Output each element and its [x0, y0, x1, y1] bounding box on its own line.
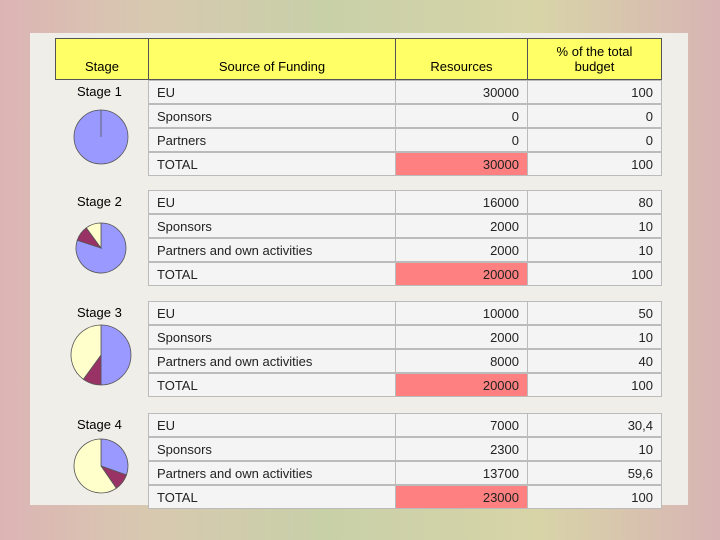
source-cell: EU — [148, 301, 396, 325]
source-cell: EU — [148, 80, 396, 104]
source-cell: Partners and own activities — [148, 349, 396, 373]
resources-cell: 20000 — [395, 373, 528, 397]
percent-cell: 100 — [527, 485, 662, 509]
header-resources: Resources — [395, 38, 528, 80]
source-cell: Sponsors — [148, 437, 396, 461]
resources-cell: 2000 — [395, 214, 528, 238]
percent-cell: 100 — [527, 80, 662, 104]
source-cell: TOTAL — [148, 373, 396, 397]
header-stage: Stage — [55, 38, 149, 80]
source-cell: TOTAL — [148, 262, 396, 286]
percent-cell: 10 — [527, 238, 662, 262]
percent-cell: 0 — [527, 128, 662, 152]
resources-cell: 23000 — [395, 485, 528, 509]
stage-label: Stage 4 — [77, 417, 122, 432]
resources-cell: 10000 — [395, 301, 528, 325]
resources-cell: 0 — [395, 128, 528, 152]
source-cell: Sponsors — [148, 325, 396, 349]
percent-cell: 10 — [527, 437, 662, 461]
percent-cell: 100 — [527, 373, 662, 397]
resources-cell: 2000 — [395, 325, 528, 349]
resources-cell: 0 — [395, 104, 528, 128]
stage-label: Stage 2 — [77, 194, 122, 209]
source-cell: EU — [148, 413, 396, 437]
percent-cell: 50 — [527, 301, 662, 325]
source-cell: TOTAL — [148, 485, 396, 509]
percent-cell: 59,6 — [527, 461, 662, 485]
resources-cell: 7000 — [395, 413, 528, 437]
source-cell: Sponsors — [148, 104, 396, 128]
percent-cell: 80 — [527, 190, 662, 214]
source-cell: TOTAL — [148, 152, 396, 176]
resources-cell: 30000 — [395, 152, 528, 176]
pie-slice — [75, 222, 127, 274]
resources-cell: 20000 — [395, 262, 528, 286]
pie-slice — [100, 438, 129, 476]
percent-cell: 100 — [527, 262, 662, 286]
percent-cell: 100 — [527, 152, 662, 176]
pie-slice — [73, 438, 117, 494]
percent-cell: 30,4 — [527, 413, 662, 437]
source-cell: Partners — [148, 128, 396, 152]
pie-slice — [70, 324, 102, 380]
source-cell: EU — [148, 190, 396, 214]
percent-cell: 10 — [527, 214, 662, 238]
percent-cell: 40 — [527, 349, 662, 373]
resources-cell: 8000 — [395, 349, 528, 373]
source-cell: Partners and own activities — [148, 238, 396, 262]
source-cell: Partners and own activities — [148, 461, 396, 485]
stage-label: Stage 1 — [77, 84, 122, 99]
percent-cell: 10 — [527, 325, 662, 349]
pie-slice — [100, 324, 132, 386]
pie-slice — [85, 222, 102, 250]
source-cell: Sponsors — [148, 214, 396, 238]
resources-cell: 16000 — [395, 190, 528, 214]
resources-cell: 13700 — [395, 461, 528, 485]
resources-cell: 30000 — [395, 80, 528, 104]
header-percent: % of the total budget — [527, 38, 662, 80]
resources-cell: 2000 — [395, 238, 528, 262]
percent-cell: 0 — [527, 104, 662, 128]
stage-label: Stage 3 — [77, 305, 122, 320]
